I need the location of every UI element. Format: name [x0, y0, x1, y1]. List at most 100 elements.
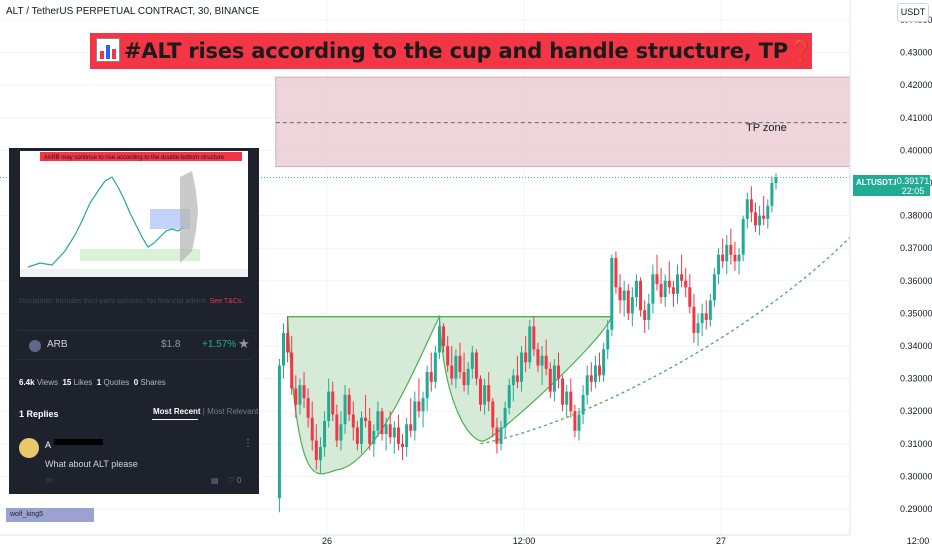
price-tick-label: 0.41000 [900, 113, 932, 123]
price-axis-bg [850, 0, 932, 550]
candle-body-down [618, 287, 622, 301]
sort-most-relevant[interactable]: Most Relevant [207, 407, 259, 416]
candle-body-down [347, 394, 351, 415]
candle-body-down [310, 417, 314, 441]
candle-body-down [302, 385, 306, 399]
candle-body-down [515, 375, 519, 382]
candle-body-down [749, 199, 753, 213]
candle-body-up [741, 218, 745, 255]
candle-body-up [770, 183, 774, 206]
price-tick-label: 0.36000 [900, 276, 932, 286]
star-icon[interactable]: ★ [238, 336, 250, 351]
tp-zone-label: TP zone [746, 122, 787, 134]
price-tick-label: 0.43000 [900, 48, 932, 58]
candle-body-up [298, 385, 302, 405]
sort-most-recent[interactable]: Most Recent [153, 407, 201, 416]
candle-body-up [712, 274, 716, 301]
candle-body-down [659, 284, 663, 298]
time-axis-bg [0, 535, 850, 550]
title-banner: #ALT rises according to the cup and hand… [90, 33, 812, 69]
candle-body-up [647, 303, 651, 320]
candle-body-down [429, 372, 433, 382]
candle-body-down [446, 346, 450, 366]
candle-body-up [737, 254, 741, 262]
price-tick-label: 0.38000 [900, 211, 932, 221]
thumbnail-banner [40, 152, 242, 161]
candle-body-up [725, 244, 729, 262]
sort-tabs[interactable]: Most Recent | Most Relevant [153, 407, 259, 416]
disclaimer-body: Disclaimer: Includes third-party opinion… [19, 298, 208, 305]
candle-body-down [401, 443, 405, 448]
candle-body-down [368, 420, 372, 444]
candle-body-up [282, 332, 286, 366]
views-count: 6.4k [19, 378, 35, 387]
candle-body-up [696, 323, 700, 333]
post-thumbnail-chart[interactable]: #ARB may continue to rise according to t… [20, 151, 248, 277]
post-stats: 6.4k Views 15 Likes 1 Quotes 0 Shares [19, 378, 166, 387]
candle-body-up [483, 385, 487, 405]
candle-body-up [528, 326, 532, 363]
candle-body-down [680, 274, 684, 281]
candle-body-down [762, 215, 766, 219]
candle-body-down [556, 365, 560, 379]
candle-body-down [306, 398, 310, 418]
candle-body-up [277, 365, 281, 499]
coin-change: +1.57% [202, 339, 237, 350]
like-icon[interactable]: ♡ [227, 476, 235, 485]
candle-body-down [396, 427, 400, 444]
candle-body-down [733, 254, 737, 262]
coin-name: ARB [47, 339, 68, 350]
terms-link[interactable]: See T&Cs. [209, 298, 244, 305]
candle-body-up [634, 280, 638, 298]
candle-body-down [688, 287, 692, 307]
views-label: Views [36, 378, 59, 387]
candle-body-up [577, 414, 581, 431]
thumbnail-title: #ARB may continue to rise according to t… [44, 155, 225, 161]
reply-icon[interactable]: ▤ [211, 476, 219, 485]
embedded-post-panel: #ARB may continue to rise according to t… [9, 148, 259, 494]
currency-button[interactable]: USDT [897, 3, 929, 22]
time-tick-label: 12:00 [513, 536, 536, 546]
price-tick-label: 0.31000 [900, 439, 932, 449]
candle-body-up [676, 274, 680, 294]
candle-body-down [286, 332, 290, 353]
candle-body-down [684, 280, 688, 288]
candle-body-down [355, 427, 359, 444]
candle-body-up [433, 352, 437, 382]
candle-body-up [470, 352, 474, 369]
candle-body-up [593, 365, 597, 382]
countdown-timer: 22:05 [901, 186, 925, 196]
candle-body-down [573, 411, 577, 431]
comment-likes: 0 [236, 476, 242, 485]
shares-label: Shares [140, 378, 166, 387]
candle-body-down [639, 280, 643, 311]
price-axis[interactable]: 0.29000 0.30000 0.31000 0.32000 0.33000 0.340… [849, 0, 932, 550]
candle-body-up [425, 372, 429, 399]
comment-username[interactable]: A [45, 440, 52, 450]
price-tick-label: 0.35000 [900, 308, 932, 318]
last-price-symbol: ALTUSDT.P [856, 178, 900, 187]
candle-body-up [384, 424, 388, 435]
candle-body-up [630, 297, 634, 314]
coin-row[interactable]: ARB $1.8 +1.57% ★ [17, 330, 251, 360]
avatar[interactable] [19, 438, 39, 458]
candle-body-down [314, 440, 318, 461]
candle-body-down [536, 349, 540, 366]
candle-body-up [708, 300, 712, 320]
candle-body-down [388, 424, 392, 438]
time-tick-label: 26 [322, 536, 332, 546]
candles-layer [277, 173, 778, 513]
candle-body-up [774, 177, 778, 183]
candle-body-up [700, 313, 704, 324]
candle-body-up [503, 407, 507, 428]
candle-body-up [507, 385, 511, 408]
candle-body-down [753, 212, 757, 226]
active-sort-underline [152, 419, 198, 420]
candle-body-down [474, 352, 478, 379]
candle-body-up [581, 394, 585, 415]
more-options-icon[interactable]: ⋮ [243, 438, 253, 449]
candle-body-up [565, 391, 569, 405]
candle-body-down [532, 326, 536, 350]
